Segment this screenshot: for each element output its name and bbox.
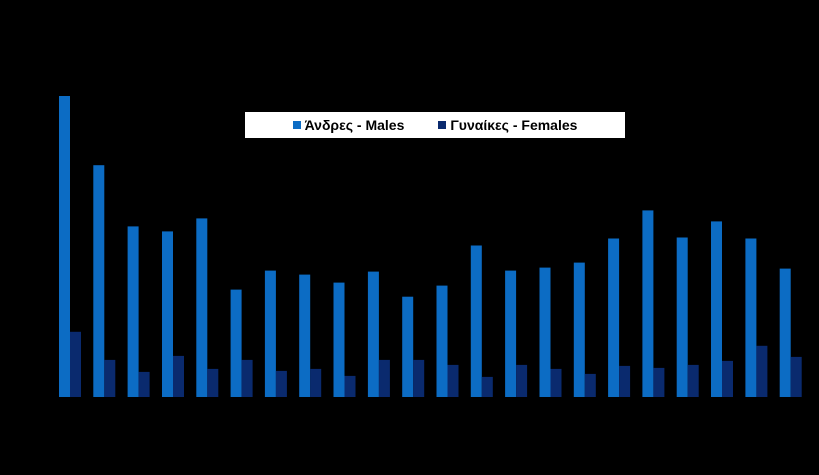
bar-males-5 xyxy=(196,218,208,397)
bar-females-20 xyxy=(722,360,733,397)
bar-females-2 xyxy=(104,359,116,397)
legend-label-males: Άνδρες - Males xyxy=(304,117,405,133)
bar-females-3 xyxy=(138,371,150,397)
bar-males-13 xyxy=(470,245,482,397)
bar-males-10 xyxy=(367,271,379,397)
bar-females-19 xyxy=(687,364,699,397)
bar-females-9 xyxy=(344,375,356,397)
bar-females-6 xyxy=(241,359,253,397)
bar-males-21 xyxy=(745,238,757,397)
bar-males-2 xyxy=(93,165,105,397)
bar-males-20 xyxy=(711,221,722,397)
bar-males-17 xyxy=(608,238,620,397)
bar-males-8 xyxy=(299,274,311,397)
bar-females-7 xyxy=(275,370,287,397)
bar-females-8 xyxy=(310,368,322,397)
bar-males-15 xyxy=(539,267,551,397)
bar-males-16 xyxy=(573,262,585,397)
bar-males-18 xyxy=(642,210,654,397)
bar-males-14 xyxy=(505,270,517,397)
bar-females-17 xyxy=(619,365,631,397)
bar-females-21 xyxy=(756,345,768,397)
bar-females-4 xyxy=(173,355,184,397)
bar-males-7 xyxy=(264,270,276,397)
bar-females-22 xyxy=(790,356,802,397)
bar-males-11 xyxy=(402,296,414,397)
bar-males-6 xyxy=(230,289,242,397)
bar-males-4 xyxy=(162,231,173,397)
bar-males-9 xyxy=(333,282,345,397)
bar-males-22 xyxy=(779,268,791,397)
legend-label-females: Γυναίκες - Females xyxy=(450,117,578,133)
bar-males-19 xyxy=(676,237,688,397)
bar-females-12 xyxy=(447,364,459,397)
bar-females-13 xyxy=(481,376,493,397)
legend: Άνδρες - Males Γυναίκες - Females xyxy=(245,112,625,138)
bar-females-14 xyxy=(516,364,528,397)
bar-females-15 xyxy=(550,368,562,397)
bar-males-1 xyxy=(59,96,70,397)
bar-females-5 xyxy=(207,368,219,397)
legend-item-females: Γυναίκες - Females xyxy=(438,117,577,133)
legend-swatch-males xyxy=(292,121,301,129)
legend-swatch-females xyxy=(438,121,447,129)
bar-females-16 xyxy=(584,373,596,397)
bar-females-1 xyxy=(70,331,81,397)
bar-males-3 xyxy=(127,226,139,397)
bar-females-18 xyxy=(653,367,665,397)
legend-item-males: Άνδρες - Males xyxy=(292,117,405,133)
bar-females-10 xyxy=(378,359,390,397)
bar-males-12 xyxy=(436,285,448,397)
bar-females-11 xyxy=(413,359,425,397)
